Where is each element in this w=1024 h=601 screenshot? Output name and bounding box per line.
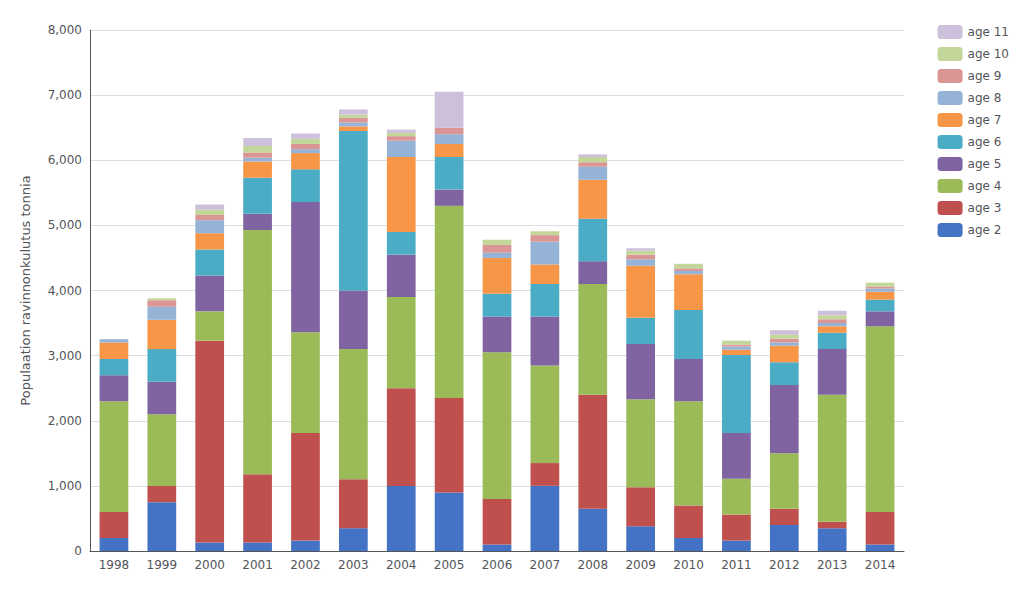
svg-text:2005: 2005 [434,558,465,572]
svg-text:age 8: age 8 [968,91,1002,105]
svg-text:2011: 2011 [721,558,752,572]
svg-text:2010: 2010 [673,558,704,572]
svg-text:8,000: 8,000 [48,23,82,37]
svg-text:2007: 2007 [530,558,561,572]
svg-text:age 3: age 3 [968,201,1002,215]
svg-text:age 4: age 4 [968,179,1002,193]
svg-text:2014: 2014 [865,558,896,572]
svg-text:5,000: 5,000 [48,218,82,232]
svg-text:age 2: age 2 [968,223,1002,237]
svg-text:6,000: 6,000 [48,153,82,167]
svg-text:2009: 2009 [625,558,656,572]
svg-text:2004: 2004 [386,558,417,572]
svg-text:7,000: 7,000 [48,88,82,102]
svg-text:1999: 1999 [147,558,178,572]
svg-text:age 10: age 10 [968,47,1009,61]
svg-text:2003: 2003 [338,558,369,572]
svg-text:age 7: age 7 [968,113,1002,127]
svg-text:age 9: age 9 [968,69,1002,83]
svg-text:2006: 2006 [482,558,513,572]
svg-text:3,000: 3,000 [48,349,82,363]
svg-text:4,000: 4,000 [48,284,82,298]
svg-text:2001: 2001 [242,558,273,572]
svg-text:2012: 2012 [769,558,800,572]
svg-text:age 5: age 5 [968,157,1002,171]
svg-text:1,000: 1,000 [48,479,82,493]
svg-text:age 6: age 6 [968,135,1002,149]
svg-text:1998: 1998 [99,558,130,572]
svg-text:2002: 2002 [290,558,321,572]
svg-text:age 11: age 11 [968,25,1009,39]
svg-text:2000: 2000 [194,558,225,572]
svg-text:2013: 2013 [817,558,848,572]
svg-text:2008: 2008 [577,558,608,572]
svg-text:0: 0 [74,544,82,558]
svg-text:Populaation ravinnonkulutus to: Populaation ravinnonkulutus tonnia [18,175,33,405]
svg-text:2,000: 2,000 [48,414,82,428]
